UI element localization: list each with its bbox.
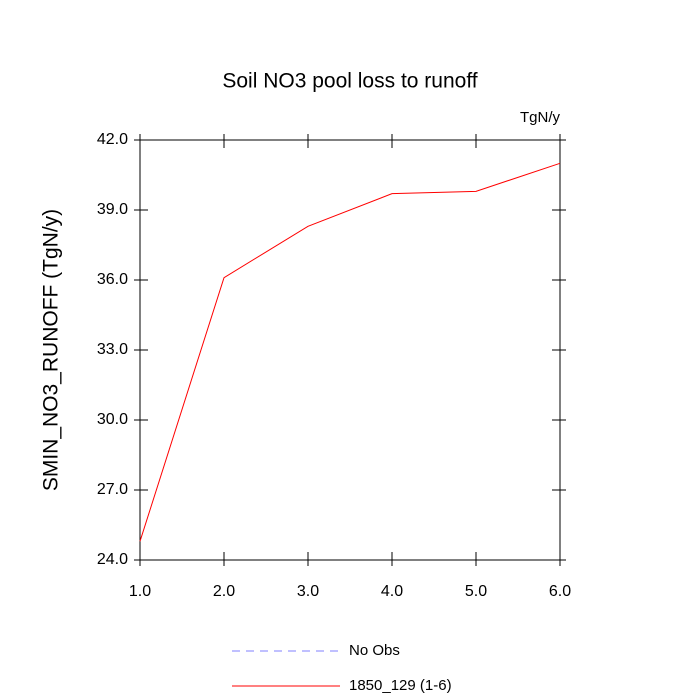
legend-label: 1850_129 (1-6) — [349, 677, 452, 694]
x-tick-label: 3.0 — [297, 583, 319, 600]
legend-label: No Obs — [349, 642, 400, 659]
y-tick-label: 24.0 — [97, 551, 128, 568]
plot-frame — [139, 139, 561, 561]
y-tick-label: 36.0 — [97, 271, 128, 288]
x-tick-label: 1.0 — [129, 583, 151, 600]
chart-title: Soil NO3 pool loss to runoff — [222, 70, 477, 93]
y-tick-label: 27.0 — [97, 481, 128, 498]
data-line — [139, 162, 561, 542]
x-tick-label: 4.0 — [381, 583, 403, 600]
y-axis-label: SMIN_NO3_RUNOFF (TgN/y) — [40, 209, 63, 491]
x-tick-label: 2.0 — [213, 583, 235, 600]
y-tick-label: 30.0 — [97, 411, 128, 428]
y-tick-label: 42.0 — [97, 131, 128, 148]
x-tick-label: 6.0 — [549, 583, 571, 600]
y-tick-label: 39.0 — [97, 201, 128, 218]
x-tick-label: 5.0 — [465, 583, 487, 600]
y-tick-label: 33.0 — [97, 341, 128, 358]
units-label: TgN/y — [520, 109, 561, 126]
